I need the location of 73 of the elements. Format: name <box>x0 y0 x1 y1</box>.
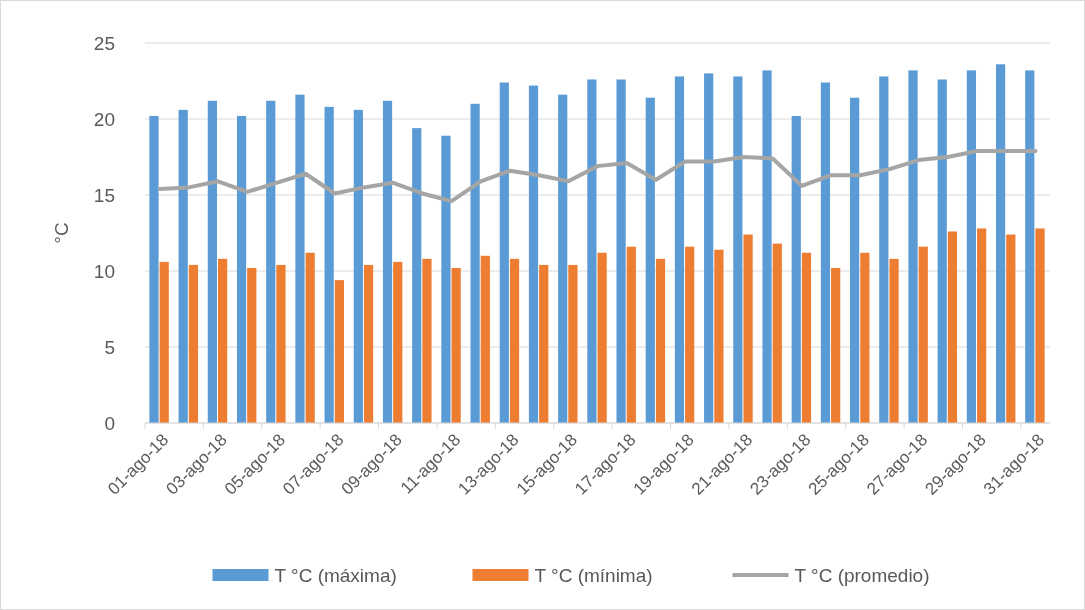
bar <box>276 264 286 423</box>
bar <box>587 79 597 423</box>
bar <box>363 264 374 423</box>
bar <box>382 100 393 423</box>
bar <box>247 267 257 423</box>
bar <box>850 97 860 423</box>
bar <box>441 135 451 423</box>
bar <box>918 246 928 423</box>
bar <box>353 109 363 423</box>
bar <box>791 115 801 423</box>
bar <box>860 252 870 423</box>
bar <box>324 106 334 423</box>
bar <box>568 264 578 423</box>
bar <box>889 258 899 423</box>
bar <box>217 258 228 423</box>
bar <box>879 76 889 423</box>
bar <box>937 79 947 423</box>
bar <box>674 76 685 423</box>
bar <box>772 243 782 423</box>
bar <box>470 103 480 423</box>
bar <box>977 228 987 423</box>
bar <box>149 115 159 423</box>
bar <box>733 76 743 423</box>
bar <box>685 246 695 423</box>
legend-label: T °C (promedio) <box>794 564 930 586</box>
y-tick-label: 25 <box>93 32 115 54</box>
bar <box>178 109 188 423</box>
y-axis-title: °C <box>51 222 72 244</box>
bar <box>422 258 432 423</box>
bar <box>451 267 461 423</box>
bar <box>626 246 636 423</box>
y-tick-label: 10 <box>93 260 115 282</box>
bar <box>188 264 199 423</box>
bar <box>831 267 841 423</box>
bar <box>908 70 918 423</box>
bar <box>207 100 217 423</box>
bar <box>236 115 247 423</box>
legend-label: T °C (máxima) <box>274 564 397 586</box>
bar <box>412 128 422 423</box>
bar <box>509 258 520 423</box>
bar <box>1025 70 1035 423</box>
bar <box>995 64 1006 423</box>
bar <box>966 70 977 423</box>
bar <box>499 82 509 423</box>
bar <box>159 261 169 423</box>
legend-label: T °C (mínima) <box>534 564 653 586</box>
bar <box>820 82 831 423</box>
line-series <box>157 148 1038 204</box>
bar <box>558 94 568 423</box>
bar <box>801 252 812 423</box>
bar <box>597 252 607 423</box>
bar <box>295 94 305 423</box>
y-tick-label: 15 <box>93 184 115 206</box>
bar <box>704 73 714 423</box>
bar <box>655 258 666 423</box>
bar <box>714 249 724 423</box>
bar <box>1006 234 1016 423</box>
bar <box>393 261 403 423</box>
bar <box>616 79 626 423</box>
bar <box>1035 228 1045 423</box>
bar <box>947 231 958 423</box>
y-tick-label: 20 <box>93 108 115 130</box>
y-tick-label: 0 <box>104 412 115 434</box>
bar <box>645 97 655 423</box>
bar <box>334 280 344 423</box>
bar <box>539 264 549 423</box>
y-tick-label: 5 <box>104 336 115 358</box>
bar <box>528 85 539 423</box>
bar <box>305 252 315 423</box>
bar <box>762 70 772 423</box>
bar <box>480 255 490 423</box>
bar <box>743 234 753 423</box>
bar <box>266 100 276 423</box>
